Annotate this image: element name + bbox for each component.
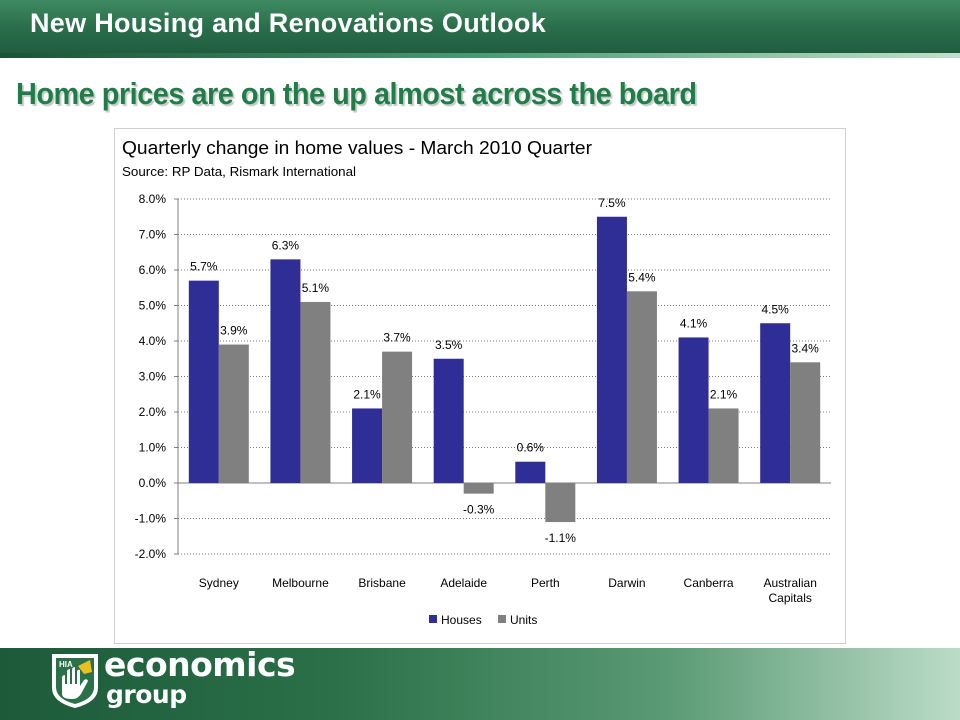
legend: Houses Units [429,613,537,627]
legend-label: Houses [441,613,482,627]
bars [188,216,821,523]
data-label: 0.6% [517,441,545,455]
data-label: 7.5% [598,196,626,210]
data-label: 2.1% [710,387,738,401]
y-tick-label: 6.0% [139,263,167,277]
bar-houses [270,259,301,483]
data-label: 3.5% [435,338,463,352]
x-category-label: Perth [531,576,560,590]
data-label: -0.3% [463,503,495,517]
bar-units [626,291,657,483]
y-tick-label: 8.0% [139,192,167,206]
x-category-label-line: Adelaide [440,576,487,590]
bar-houses [352,408,383,483]
bar-units [790,362,821,483]
bar-units [218,344,249,483]
bar-houses [433,358,464,483]
logo-badge-text: HIA [59,660,73,669]
y-tick-label: 4.0% [139,334,167,348]
footer-band [0,648,960,720]
x-category-label-line: Brisbane [358,576,406,590]
y-tick-label: 3.0% [139,370,167,384]
y-tick-label: 2.0% [139,405,167,419]
bar-houses [760,323,791,483]
y-tick-label: 0.0% [139,476,167,490]
x-axis: Sydney Melbourne Brisbane Adelaide Perth Darw… [199,576,817,605]
x-category-label: Australian Capitals [764,576,817,605]
y-tick-label: -2.0% [135,547,167,561]
y-tick-label: 5.0% [139,299,167,313]
legend-label: Units [510,613,537,627]
x-category-label: Melbourne [272,576,329,590]
data-label: 5.4% [628,270,656,284]
data-label: 4.5% [762,302,790,316]
data-label: 3.9% [220,324,248,338]
y-tick-label: 1.0% [139,441,167,455]
legend-swatch-houses [429,615,437,623]
data-label: 6.3% [272,238,300,252]
y-tick-label: 7.0% [139,228,167,242]
x-category-label: Adelaide [440,576,487,590]
x-category-label: Brisbane [358,576,406,590]
x-category-label-line: Capitals [769,591,812,605]
data-labels: 5.7% 3.9% 6.3% 5.1% 2.1% 3.7% 3.5% -0.3% 0.6% -1.… [190,196,819,545]
x-category-label-line: Perth [531,576,560,590]
data-label: -1.1% [545,531,577,545]
legend-swatch-units [498,615,506,623]
data-label: 5.1% [302,281,330,295]
data-label: 3.7% [383,331,411,345]
header-title: New Housing and Renovations Outlook [30,8,547,38]
bar-chart: Quarterly change in home values - March … [122,138,831,627]
x-category-label: Darwin [608,576,645,590]
x-category-label-line: Melbourne [272,576,329,590]
bar-houses [188,280,219,483]
x-category-label: Sydney [199,576,239,590]
bar-units [382,351,413,483]
data-label: 3.4% [792,341,820,355]
x-category-label-line: Canberra [684,576,734,590]
logo-text-economics: economics [104,645,296,684]
chart-subtitle: Source: RP Data, Rismark International [122,164,356,179]
bar-houses [678,337,709,483]
bar-units [463,483,494,494]
chart-title: Quarterly change in home values - March … [122,138,592,158]
y-axis: -2.0% -1.0% 0.0% 1.0% 2.0% 3.0% 4.0% 5.0% 6.0% 7.… [135,192,831,561]
data-label: 5.7% [190,260,218,274]
x-category-label-line: Australian [764,576,817,590]
y-tick-label: -1.0% [135,512,167,526]
chart-frame: Quarterly change in home values - March … [114,128,846,644]
hia-logo-icon: HIA [52,654,98,708]
header-band: New Housing and Renovations Outlook [0,0,960,58]
bar-houses [515,461,546,483]
data-label: 4.1% [680,316,708,330]
bar-units [545,483,576,523]
bar-units [300,301,331,483]
data-label: 2.1% [353,387,381,401]
bar-houses [596,216,627,483]
bar-units [708,408,739,483]
x-category-label-line: Darwin [608,576,645,590]
x-category-label: Canberra [684,576,734,590]
slide-title: Home prices are on the up almost across … [16,76,697,111]
x-category-label-line: Sydney [199,576,239,590]
logo-text-group: group [106,680,187,709]
